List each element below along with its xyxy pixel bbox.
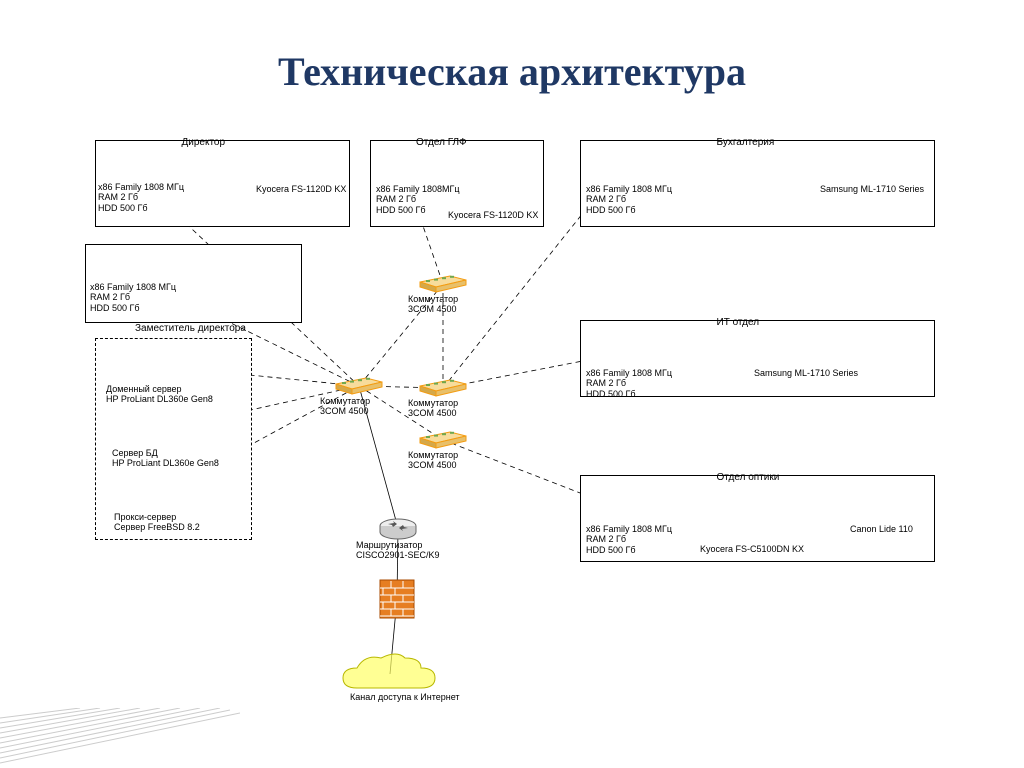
label-director-prn: Kyocera FS-1120D KX xyxy=(256,184,346,194)
group-title-optics: Отдел оптики xyxy=(717,472,780,483)
label-director-pc: x86 Family 1808 МГцRAM 2 ГбHDD 500 Гб xyxy=(98,182,184,213)
label-srv-proxy: Прокси-серверСервер FreeBSD 8.2 xyxy=(114,512,200,533)
label-opt-prn: Kyocera FS-C5100DN KX xyxy=(700,544,804,554)
label-opt-scan: Canon Lide 110 xyxy=(850,524,913,534)
group-servers xyxy=(95,338,252,540)
group-title-director: Директор xyxy=(182,137,226,148)
label-opt-pc: x86 Family 1808 МГцRAM 2 ГбHDD 500 Гб xyxy=(586,524,672,555)
label-router: МаршрутизаторCISCO2901-SEC/K9 xyxy=(356,540,440,561)
label-sw2: Коммутатор3COM 4500 xyxy=(408,398,458,419)
label-sw1: Коммутатор3COM 4500 xyxy=(320,396,370,417)
group-title-accounting: Бухгалтерия xyxy=(717,137,775,148)
label-srv-dom: Доменный серверHP ProLiant DL360e Gen8 xyxy=(106,384,213,405)
diagram-overlay: Директор Заместитель директора Отдел ГЛФ Бу… xyxy=(0,0,1024,768)
group-title-deputy: Заместитель директора xyxy=(135,323,246,334)
label-glf-prn: Kyocera FS-1120D KX xyxy=(448,210,538,220)
label-deputy-pc: x86 Family 1808 МГцRAM 2 ГбHDD 500 Гб xyxy=(90,282,176,313)
label-acct-pc: x86 Family 1808 МГцRAM 2 ГбHDD 500 Гб xyxy=(586,184,672,215)
label-cloud: Канал доступа к Интернет xyxy=(350,692,460,702)
label-it-prn: Samsung ML-1710 Series xyxy=(754,368,858,378)
group-title-it: ИТ отдел xyxy=(717,317,760,328)
label-srv-db: Сервер БДHP ProLiant DL360e Gen8 xyxy=(112,448,219,469)
group-title-glf: Отдел ГЛФ xyxy=(416,137,467,148)
label-sw-top: Коммутатор3COM 4500 xyxy=(408,294,458,315)
label-it-pc: x86 Family 1808 МГцRAM 2 ГбHDD 500 Гб xyxy=(586,368,672,399)
label-acct-prn: Samsung ML-1710 Series xyxy=(820,184,924,194)
label-sw3: Коммутатор3COM 4500 xyxy=(408,450,458,471)
